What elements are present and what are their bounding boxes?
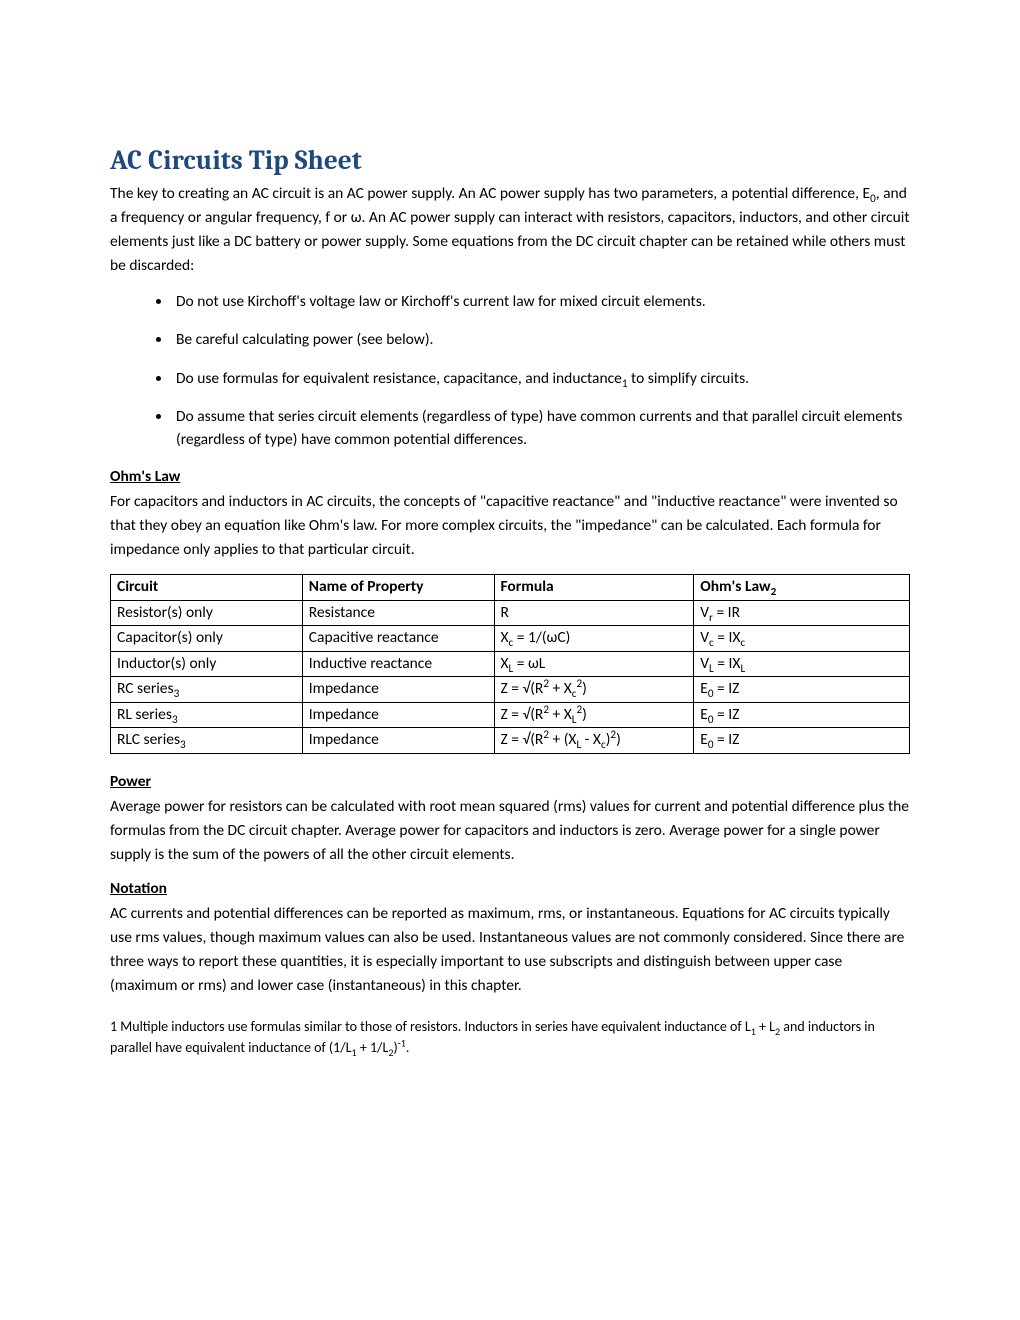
notation-paragraph: AC currents and potential differences ca… — [110, 902, 910, 998]
bullet-list: Do not use Kirchoff's voltage law or Kir… — [110, 290, 910, 451]
table-header-row: Circuit Name of Property Formula Ohm's L… — [111, 575, 910, 600]
table-row: Inductor(s) only Inductive reactance XL … — [111, 651, 910, 676]
cell-circuit: Inductor(s) only — [111, 651, 303, 676]
table-header: Name of Property — [302, 575, 494, 600]
footnote-1: 1 Multiple inductors use formulas simila… — [110, 1016, 910, 1058]
impedance-table: Circuit Name of Property Formula Ohm's L… — [110, 574, 910, 753]
cell-property: Resistance — [302, 600, 494, 625]
list-item: Do use formulas for equivalent resistanc… — [172, 367, 910, 390]
cell-property: Inductive reactance — [302, 651, 494, 676]
cell-ohm: E0 = IZ — [694, 677, 910, 702]
cell-circuit: Capacitor(s) only — [111, 626, 303, 651]
table-header: Formula — [494, 575, 694, 600]
cell-property: Impedance — [302, 702, 494, 727]
cell-formula: Z = √(R2 + (XL - Xc)2) — [494, 728, 694, 753]
cell-formula: Xc = 1/(ωC) — [494, 626, 694, 651]
section-heading-ohms-law: Ohm's Law — [110, 467, 910, 486]
cell-ohm: Vr = IR — [694, 600, 910, 625]
list-item: Do not use Kirchoff's voltage law or Kir… — [172, 290, 910, 313]
cell-formula: XL = ωL — [494, 651, 694, 676]
table-row: Resistor(s) only Resistance R Vr = IR — [111, 600, 910, 625]
power-paragraph: Average power for resistors can be calcu… — [110, 795, 910, 867]
table-row: RC series3 Impedance Z = √(R2 + Xc2) E0 … — [111, 677, 910, 702]
cell-circuit: RL series3 — [111, 702, 303, 727]
list-item: Be careful calculating power (see below)… — [172, 328, 910, 351]
document-page: AC Circuits Tip Sheet The key to creatin… — [0, 0, 1020, 1320]
cell-circuit: RC series3 — [111, 677, 303, 702]
cell-formula: Z = √(R2 + Xc2) — [494, 677, 694, 702]
cell-property: Impedance — [302, 728, 494, 753]
cell-circuit: RLC series3 — [111, 728, 303, 753]
cell-ohm: VL = IXL — [694, 651, 910, 676]
table-row: RLC series3 Impedance Z = √(R2 + (XL - X… — [111, 728, 910, 753]
ohms-law-paragraph: For capacitors and inductors in AC circu… — [110, 490, 910, 562]
cell-ohm: E0 = IZ — [694, 728, 910, 753]
list-item: Do assume that series circuit elements (… — [172, 405, 910, 452]
intro-paragraph: The key to creating an AC circuit is an … — [110, 182, 910, 278]
section-heading-power: Power — [110, 772, 910, 791]
cell-circuit: Resistor(s) only — [111, 600, 303, 625]
cell-formula: R — [494, 600, 694, 625]
cell-property: Impedance — [302, 677, 494, 702]
table-header: Ohm's Law2 — [694, 575, 910, 600]
section-heading-notation: Notation — [110, 879, 910, 898]
cell-formula: Z = √(R2 + XL2) — [494, 702, 694, 727]
table-row: Capacitor(s) only Capacitive reactance X… — [111, 626, 910, 651]
page-title: AC Circuits Tip Sheet — [110, 145, 910, 176]
table-header: Circuit — [111, 575, 303, 600]
cell-property: Capacitive reactance — [302, 626, 494, 651]
table-row: RL series3 Impedance Z = √(R2 + XL2) E0 … — [111, 702, 910, 727]
cell-ohm: Vc = IXc — [694, 626, 910, 651]
cell-ohm: E0 = IZ — [694, 702, 910, 727]
